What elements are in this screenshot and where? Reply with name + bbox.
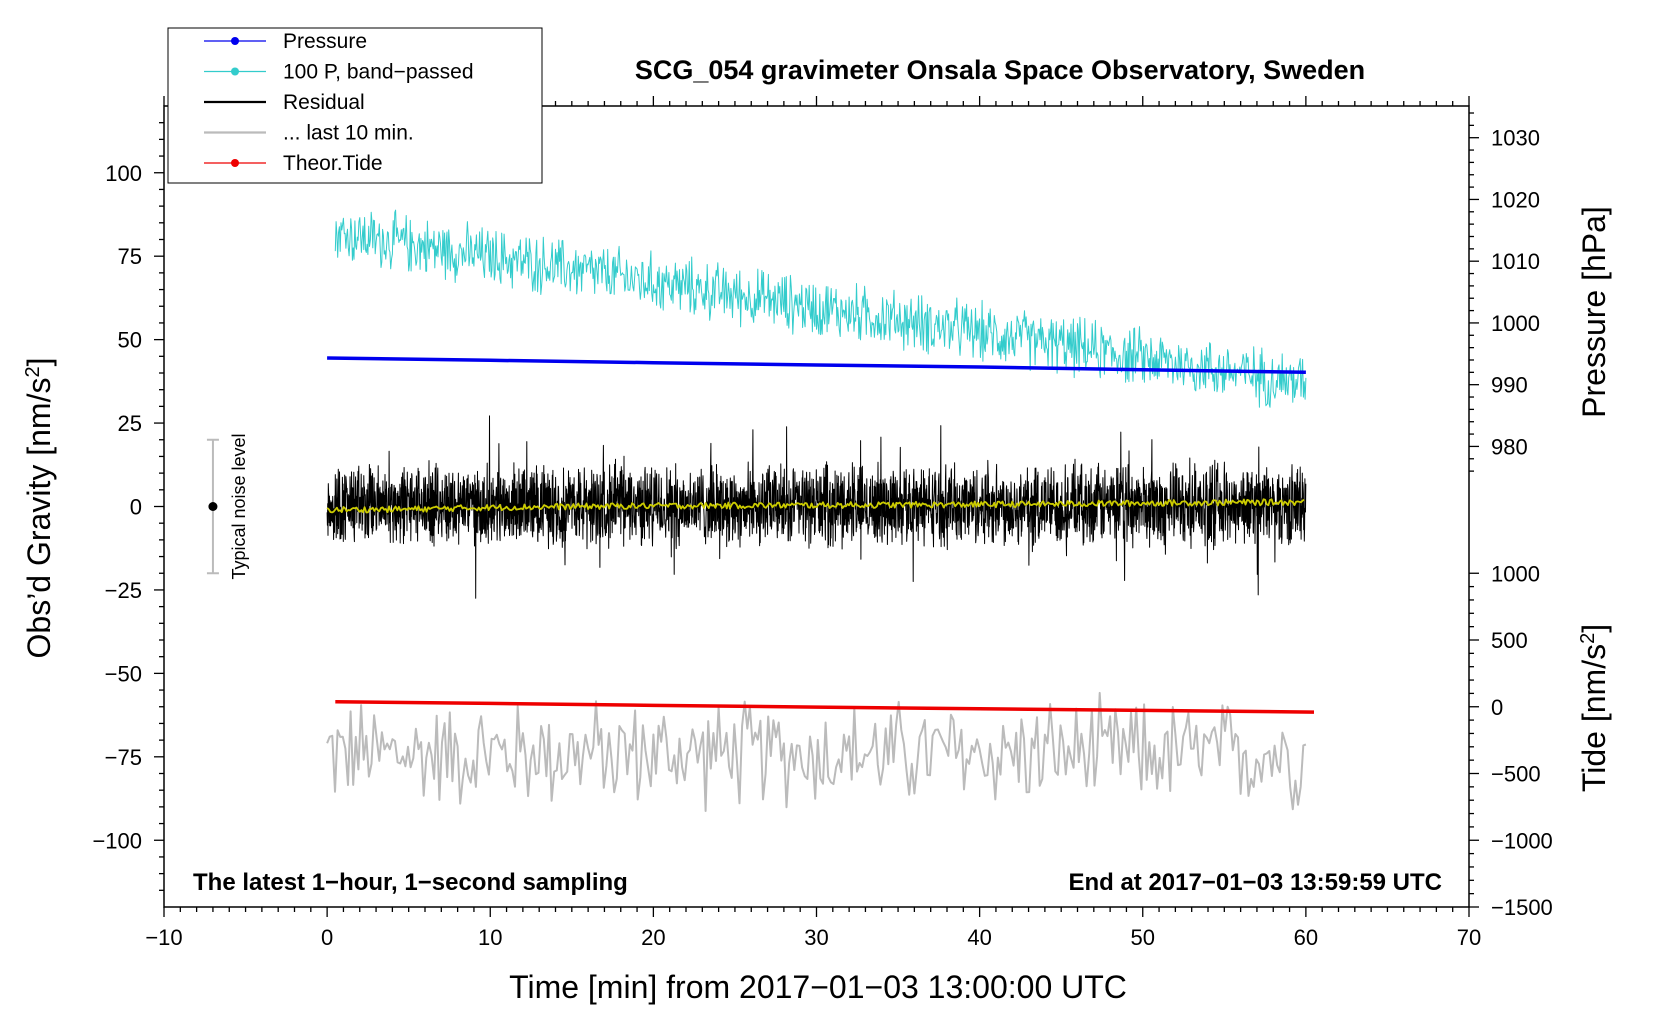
- tide-tick-label: −500: [1491, 762, 1541, 787]
- y-left-tick-label: 75: [118, 244, 142, 269]
- end-time-label: End at 2017−01−03 13:59:59 UTC: [1068, 869, 1442, 896]
- noise-indicator: Typical noise level: [206, 433, 249, 580]
- y-left-tick-label: 50: [118, 328, 142, 353]
- x-tick-label: 20: [641, 925, 665, 950]
- legend-label: Theor.Tide: [283, 152, 383, 175]
- residual-line: [326, 415, 1307, 599]
- tide-tick-label: −1500: [1491, 895, 1553, 920]
- legend: Pressure 100 P, band−passed Residual ... la…: [167, 27, 543, 184]
- y-left-tick-label: −75: [105, 745, 142, 770]
- x-tick-label: −10: [145, 925, 182, 950]
- tide-tick-label: 1000: [1491, 561, 1540, 586]
- y-left-title-tail: ]: [21, 358, 57, 367]
- pressure-tick-label: 980: [1491, 434, 1528, 459]
- y-left-title-main: Obs’d Gravity [nm/s: [21, 378, 57, 659]
- y-axis-tide-title: Tide [nm/s2]: [1576, 624, 1612, 792]
- pressure-tick-label: 1020: [1491, 187, 1540, 212]
- pressure-tick-label: 990: [1491, 373, 1528, 398]
- tide-title-sup: 2: [1577, 633, 1599, 644]
- x-tick-label: 0: [321, 925, 333, 950]
- legend-label: Residual: [283, 91, 365, 114]
- legend-marker: [231, 67, 239, 76]
- y-left-tick-label: −25: [105, 578, 142, 603]
- residual-smoothed-line: [326, 498, 1305, 514]
- tide-title-main: Tide [nm/s: [1576, 644, 1612, 792]
- pressure-tick-label: 1000: [1491, 311, 1540, 336]
- tide-tick-label: 500: [1491, 628, 1528, 653]
- series-layer: [326, 209, 1315, 812]
- x-tick-label: 40: [967, 925, 991, 950]
- x-tick-label: 60: [1294, 925, 1318, 950]
- legend-marker: [231, 159, 239, 167]
- legend-box: [167, 27, 543, 184]
- x-tick-label: 10: [478, 925, 502, 950]
- y-left-tick-label: 25: [118, 411, 142, 436]
- y-axis-pressure-title: Pressure [hPa]: [1576, 206, 1612, 418]
- tide-tick-label: −1000: [1491, 828, 1553, 853]
- x-tick-label: 30: [804, 925, 828, 950]
- noise-center-dot: [208, 502, 218, 511]
- y-left-tick-label: 0: [130, 495, 142, 520]
- legend-label: 100 P, band−passed: [283, 61, 474, 84]
- legend-marker: [231, 37, 239, 45]
- x-axis-title: Time [min] from 2017−01−03 13:00:00 UTC: [509, 969, 1127, 1005]
- last-10-min-line: [326, 691, 1307, 812]
- sampling-label: The latest 1−hour, 1−second sampling: [193, 869, 628, 896]
- y-axis-left-title: Obs’d Gravity [nm/s2]: [21, 358, 57, 659]
- chart-title: SCG_054 gravimeter Onsala Space Observat…: [635, 55, 1365, 85]
- y-left-tick-label: −100: [92, 828, 142, 853]
- tide-tick-label: 0: [1491, 695, 1503, 720]
- y-left-tick-label: −50: [105, 661, 142, 686]
- x-tick-label: 50: [1131, 925, 1155, 950]
- y-left-tick-label: 100: [105, 161, 142, 186]
- pressure-tick-label: 1010: [1491, 249, 1540, 274]
- legend-label: ... last 10 min.: [283, 122, 414, 145]
- y-left-title-sup: 2: [22, 366, 44, 377]
- x-tick-label: 70: [1457, 925, 1481, 950]
- pressure-tick-label: 1030: [1491, 126, 1540, 151]
- pressure-line: [327, 356, 1306, 375]
- noise-label: Typical noise level: [229, 433, 249, 579]
- theoretical-tide-line: [335, 699, 1315, 714]
- tide-title-tail: ]: [1576, 624, 1612, 633]
- legend-label: Pressure: [283, 30, 367, 53]
- axes-layer: −10 0 10 20 30 40 50 60 701007550250−25−50−75−10…: [92, 96, 1553, 950]
